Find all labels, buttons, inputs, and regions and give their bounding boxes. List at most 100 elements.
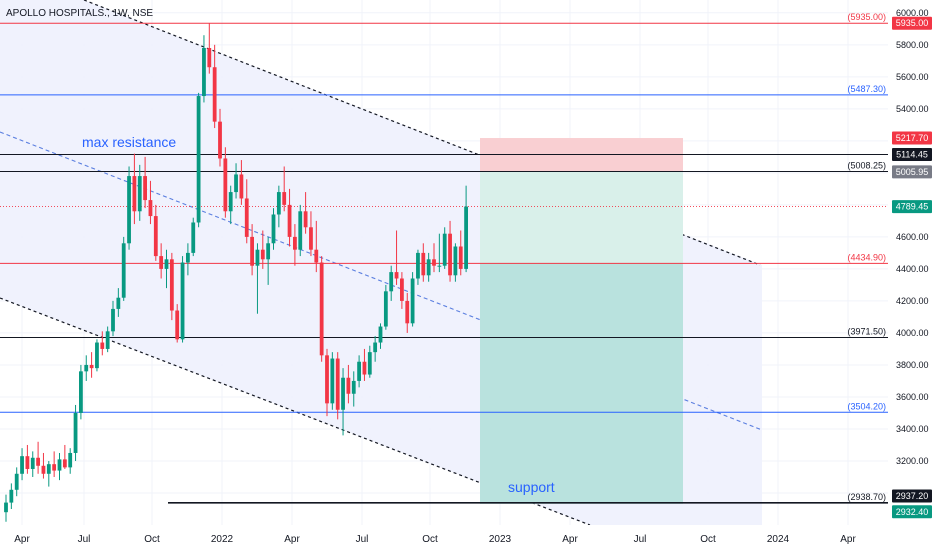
candle-body xyxy=(298,211,303,250)
candle-body xyxy=(73,412,78,453)
price-badge-label: 5114.45 xyxy=(896,150,928,160)
price-tick-label: 3800.00 xyxy=(896,360,929,370)
time-tick-label: Oct xyxy=(144,534,160,545)
candle-body xyxy=(464,206,468,269)
candle-body xyxy=(41,465,46,474)
price-tick-label: 5400.00 xyxy=(896,104,929,114)
candle-body xyxy=(293,236,297,250)
candle-body xyxy=(271,214,276,244)
candle-body xyxy=(169,259,174,311)
candle-body xyxy=(121,243,126,298)
candle-body xyxy=(325,355,329,404)
candle-body xyxy=(378,326,383,343)
chart-title: APOLLO HOSPITALS., 1W, NSE xyxy=(6,8,153,19)
candle-body xyxy=(191,222,196,253)
candle-body xyxy=(437,265,442,267)
candle-body xyxy=(234,174,238,193)
candle-body xyxy=(448,233,452,276)
candle-body xyxy=(373,342,378,353)
candle-body xyxy=(389,272,394,292)
price-tick-label: 3400.00 xyxy=(896,424,929,434)
time-tick-label: 2024 xyxy=(767,534,790,545)
candle-body xyxy=(405,300,410,324)
candle-body xyxy=(30,457,35,469)
time-tick-label: Apr xyxy=(562,534,578,545)
candle-body xyxy=(341,377,345,410)
candle-body xyxy=(164,259,169,269)
candle-body xyxy=(244,198,249,237)
candle-body xyxy=(218,121,222,159)
level-label: (5487.30) xyxy=(847,84,886,94)
level-label: (4434.90) xyxy=(847,252,886,262)
candle-body xyxy=(346,377,351,394)
candle-body xyxy=(57,459,62,471)
time-tick-label: Oct xyxy=(700,534,716,545)
candle-body xyxy=(442,233,447,266)
candle-body xyxy=(309,227,313,250)
level-label: (3504.20) xyxy=(847,401,886,411)
price-tick-label: 4400.00 xyxy=(896,264,929,274)
price-tick-label: 5600.00 xyxy=(896,72,929,82)
price-tick-label: 3200.00 xyxy=(896,456,929,466)
price-axis-bg xyxy=(888,0,932,550)
candle-body xyxy=(153,216,158,257)
candle-body xyxy=(100,342,105,349)
candle-body xyxy=(143,176,147,201)
time-axis[interactable]: Apr Jul Oct 2022 Apr Jul Oct 2023 Apr Jul Oct 2024 A… xyxy=(0,525,932,550)
price-axis[interactable]: 3000.003200.003400.003600.003800.004000.… xyxy=(888,0,932,550)
candle-body xyxy=(223,158,228,212)
price-tick-label: 4600.00 xyxy=(896,232,929,242)
candle-body xyxy=(79,371,83,413)
candle-body xyxy=(20,456,24,474)
candle-body xyxy=(46,464,51,474)
candle-body xyxy=(335,358,340,410)
price-badge-label: 4789.45 xyxy=(896,202,929,212)
time-tick-label: Oct xyxy=(422,534,438,545)
candle-body xyxy=(314,249,319,263)
price-badge xyxy=(892,200,932,214)
price-tick-label: 3600.00 xyxy=(896,392,929,402)
price-badge xyxy=(892,505,932,519)
time-tick-label: Jul xyxy=(356,534,369,545)
candle-body xyxy=(89,364,94,369)
candle-body xyxy=(319,262,324,356)
candle-body xyxy=(207,48,212,68)
candle-body xyxy=(4,502,8,513)
candle-body xyxy=(426,259,431,276)
candle-body xyxy=(36,457,40,466)
candle-body xyxy=(111,308,115,332)
candle-body xyxy=(212,67,217,122)
candle-body xyxy=(394,272,399,279)
price-tick-label: 6000.00 xyxy=(896,8,929,18)
candle-body xyxy=(95,342,99,369)
candle-body xyxy=(303,211,308,228)
candle-body xyxy=(196,96,201,223)
time-tick-label: Apr xyxy=(284,534,300,545)
annotation-max-resistance: max resistance xyxy=(82,134,176,150)
time-axis-bg xyxy=(0,525,932,550)
candle-body xyxy=(84,364,89,372)
price-badge-label: 5935.00 xyxy=(896,18,929,28)
price-tick-label: 4000.00 xyxy=(896,328,929,338)
price-tick-label: 5800.00 xyxy=(896,40,929,50)
level-label: (3971.50) xyxy=(847,326,886,336)
candle-body xyxy=(127,176,131,244)
candle-body xyxy=(400,278,404,301)
price-badge xyxy=(892,148,932,162)
candle-body xyxy=(276,192,281,215)
candle-body xyxy=(137,176,142,212)
candle-body xyxy=(159,256,164,269)
candles xyxy=(4,23,468,522)
price-badge xyxy=(892,16,932,30)
level-label: (5008.25) xyxy=(847,161,886,171)
price-badge xyxy=(892,131,932,145)
time-tick-label: 2023 xyxy=(489,534,512,545)
price-badge xyxy=(892,489,932,503)
candle-body xyxy=(14,473,19,490)
candle-body xyxy=(362,361,367,375)
candle-body xyxy=(9,489,14,503)
candle-body xyxy=(260,249,265,260)
candle-body xyxy=(453,246,458,276)
candle-body xyxy=(148,200,153,217)
candle-body xyxy=(202,48,206,97)
